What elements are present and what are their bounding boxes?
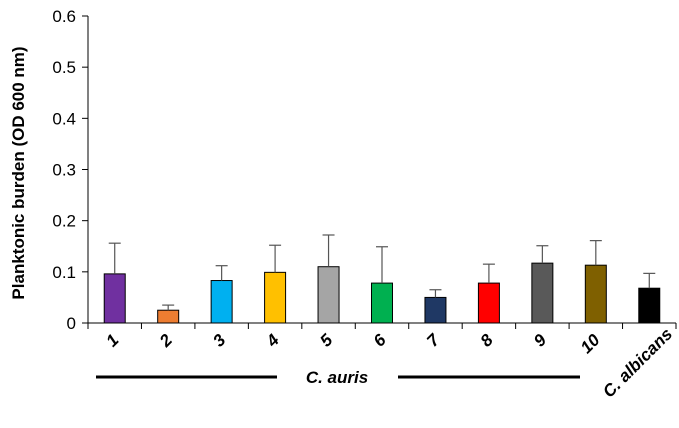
bar-10 [584,264,607,324]
y-tick-label: 0.3 [52,161,76,180]
y-tick-label: 0.5 [52,58,76,77]
bar-7 [424,296,447,324]
x-tick-label: 5 [316,330,337,351]
x-tick-label: 6 [370,330,391,351]
bar-9 [531,262,554,324]
x-tick-label: 2 [155,330,176,351]
x-tick-label: 4 [262,330,283,351]
group-annotation: C. auris [96,368,580,387]
x-tick-label: C. albicans [599,324,676,401]
bar-8 [477,282,500,324]
y-tick-label: 0.4 [52,109,76,128]
bar-4 [264,271,287,324]
y-tick-label: 0.6 [52,7,76,26]
y-tick-label: 0 [67,314,76,333]
bar-6 [371,282,393,324]
bar-11 [638,287,661,324]
bar-3 [210,280,233,324]
bar-2 [157,309,180,324]
y-axis-label: Planktonic burden (OD 600 nm) [9,46,28,299]
x-tick-label: 3 [209,330,230,351]
x-tick-label: 9 [530,330,551,351]
y-tick-label: 0.1 [52,263,76,282]
y-tick-label: 0.2 [52,212,76,231]
x-axis: 1 2 3 4 5 6 7 8 9 10C. albicans [87,322,677,401]
bar-1 [103,273,126,324]
x-tick-label: 1 [102,330,122,350]
y-axis: 0 0.1 0.2 0.3 0.4 0.5 0.6 [52,7,89,333]
error-bars [108,234,656,311]
x-tick-label: 7 [423,329,444,350]
x-tick-label: 8 [477,330,498,351]
x-tick-label: 10 [577,330,604,357]
bar-5 [317,266,340,324]
group-label: C. auris [306,368,368,387]
